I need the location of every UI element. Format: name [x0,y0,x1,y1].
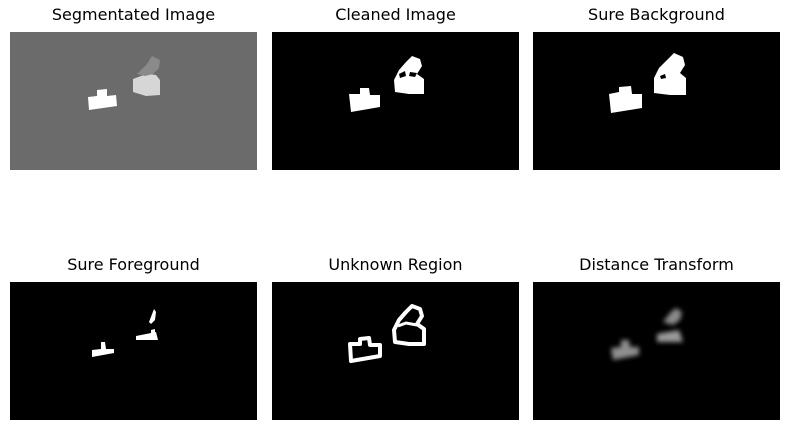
object-right-top [137,56,160,76]
panel-distance-transform: Distance Transform [533,255,780,420]
panel-title: Sure Background [588,5,725,24]
object-left [609,86,642,113]
object-left [88,89,117,110]
object-left [92,342,114,357]
image-background [533,32,780,170]
object-right [136,332,158,340]
object-right [394,56,424,94]
object-right-top [149,309,156,324]
panel-segmentated-image: Segmentated Image [10,5,257,170]
object-right [657,330,683,342]
unknown-region-image [272,282,519,420]
object-right-outline [392,304,426,346]
panel-title: Cleaned Image [335,5,456,24]
panel-title: Segmentated Image [51,5,216,24]
distance-blobs [611,308,683,360]
panel-title: Unknown Region [328,255,463,274]
panel-unknown-region: Unknown Region [272,255,519,420]
cleaned-image [272,32,519,170]
object-left-outline [348,336,382,363]
distance-transform-image [533,282,780,420]
image-background [10,32,257,170]
object-left [349,88,380,112]
panel-sure-background: Sure Background [533,5,780,170]
image-background [533,282,780,420]
panel-title: Distance Transform [579,255,734,274]
object-right-hole [409,72,417,77]
panel-sure-foreground: Sure Foreground [10,255,257,420]
object-right [133,74,160,96]
image-background [10,282,257,420]
object-right-hole [399,71,406,78]
object-right [654,53,686,95]
panel-title: Sure Foreground [67,255,200,274]
sure-foreground-image [10,282,257,420]
segmentated-image [10,32,257,170]
sure-background-image [533,32,780,170]
object-right-inner-outline [397,321,418,328]
object-right-hole [660,74,666,79]
image-background [272,32,519,170]
panel-cleaned-image: Cleaned Image [272,5,519,170]
object-left [611,340,639,360]
object-right-top [663,308,682,325]
object-right-mid [151,329,155,334]
image-background [272,282,519,420]
